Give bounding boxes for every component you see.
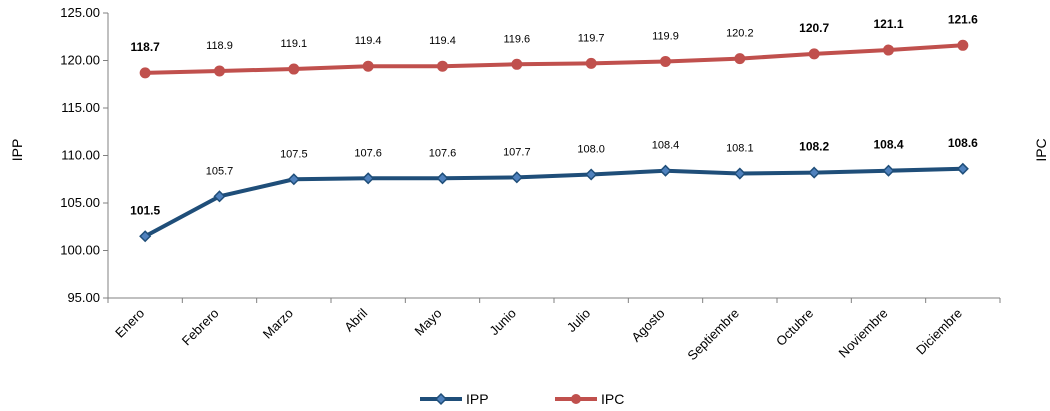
ipc-data-label: 119.4 <box>429 35 456 47</box>
ipc-point <box>511 58 523 70</box>
x-tick-label: Julio <box>564 306 594 336</box>
ipp-data-label: 107.6 <box>429 147 457 159</box>
ipc-point <box>214 65 225 77</box>
x-tick-label: Diciembre <box>913 306 965 358</box>
ipc-data-label: 119.9 <box>652 30 679 42</box>
x-axis-ticks: Enero Febrero Marzo Abril Mayo Junio Julio Agos… <box>107 298 1001 364</box>
ipc-point <box>288 63 300 75</box>
ipp-data-label: 108.6 <box>948 136 978 150</box>
ipp-data-label: 108.0 <box>577 144 605 156</box>
series-layer <box>139 39 969 243</box>
ipp-point <box>733 167 746 180</box>
chart-axes <box>107 13 1000 299</box>
ipc-data-label: 119.6 <box>503 33 530 45</box>
x-tick-label: Octubre <box>773 306 816 349</box>
y-tick-label: 115.00 <box>61 100 100 115</box>
ipc-data-label: 121.1 <box>873 17 903 31</box>
ipp-data-label: 108.2 <box>799 140 829 154</box>
ipc-data-label: 119.4 <box>355 35 382 47</box>
ipc-legend-marker <box>571 394 581 404</box>
ipp-point <box>287 173 300 186</box>
ipp-data-label: 108.4 <box>652 140 680 152</box>
ipp-point <box>808 166 821 179</box>
x-tick-label: Enero <box>112 306 147 341</box>
ipp-point <box>956 162 969 175</box>
y-tick-label: 110.00 <box>61 148 100 163</box>
x-tick-label: Junio <box>486 306 519 339</box>
ipc-point <box>957 39 969 51</box>
ipp-point <box>882 164 895 177</box>
ipc-series-line <box>145 43 963 75</box>
x-tick-label: Mayo <box>412 306 445 339</box>
y-tick-label: 95.00 <box>67 290 100 305</box>
legend: IPP IPC <box>420 391 624 407</box>
ipc-legend-label: IPC <box>601 391 624 407</box>
ipp-point <box>362 172 375 185</box>
x-tick-label: Noviembre <box>836 306 891 361</box>
ipc-point <box>139 67 151 79</box>
ipp-data-label: 105.7 <box>206 165 234 177</box>
ipp-point <box>436 172 449 185</box>
ipc-data-label: 119.1 <box>280 38 307 50</box>
y-tick-label: 105.00 <box>60 195 100 210</box>
ipc-data-label: 120.2 <box>726 28 754 40</box>
x-tick-label: Febrero <box>179 306 222 349</box>
ipc-point <box>585 57 597 69</box>
ipc-point <box>883 44 894 56</box>
y-tick-label: 100.00 <box>60 243 100 258</box>
ipc-point <box>362 60 374 72</box>
y-tick-label: 125.00 <box>60 5 100 20</box>
ipp-point <box>510 171 523 184</box>
x-tick-label: Abril <box>341 305 370 334</box>
ipp-data-label: 101.5 <box>130 203 160 217</box>
ipp-data-label: 108.4 <box>873 138 903 152</box>
ipc-data-label: 120.7 <box>799 21 829 35</box>
data-labels-layer: 101.5 105.7 107.5 107.6 107.6 107.7 108.0 108.4… <box>130 12 978 217</box>
ipp-point <box>213 190 226 203</box>
ipc-data-label: 118.7 <box>130 40 160 54</box>
ipp-point <box>139 230 152 243</box>
ipc-point <box>437 60 448 72</box>
ipc-data-label: 121.6 <box>948 12 978 26</box>
y-axis-title-right: IPC <box>1033 138 1049 161</box>
x-tick-label: Agosto <box>628 306 667 345</box>
x-tick-label: Septiembre <box>684 306 742 364</box>
ipc-point <box>660 55 671 67</box>
ipp-data-label: 108.1 <box>726 143 754 155</box>
ipp-data-label: 107.5 <box>280 148 308 160</box>
ipp-legend-marker <box>434 392 448 406</box>
y-axis-title-left: IPP <box>9 139 25 162</box>
ipc-data-label: 118.9 <box>206 40 233 52</box>
y-axis-ticks: 125.00 120.00 115.00 110.00 105.00 100.00 95.0… <box>60 5 108 305</box>
ipp-legend-label: IPP <box>466 391 489 407</box>
ipp-point <box>585 168 598 181</box>
ipc-point <box>734 53 746 65</box>
ipc-point <box>808 48 820 60</box>
ipp-data-label: 107.6 <box>354 147 382 159</box>
x-tick-label: Marzo <box>260 306 296 342</box>
ipc-data-label: 119.7 <box>578 32 605 44</box>
ipp-data-label: 107.7 <box>503 146 531 158</box>
ipp-point <box>659 164 672 177</box>
y-tick-label: 120.00 <box>60 53 100 68</box>
ipp-series-line <box>144 166 963 239</box>
